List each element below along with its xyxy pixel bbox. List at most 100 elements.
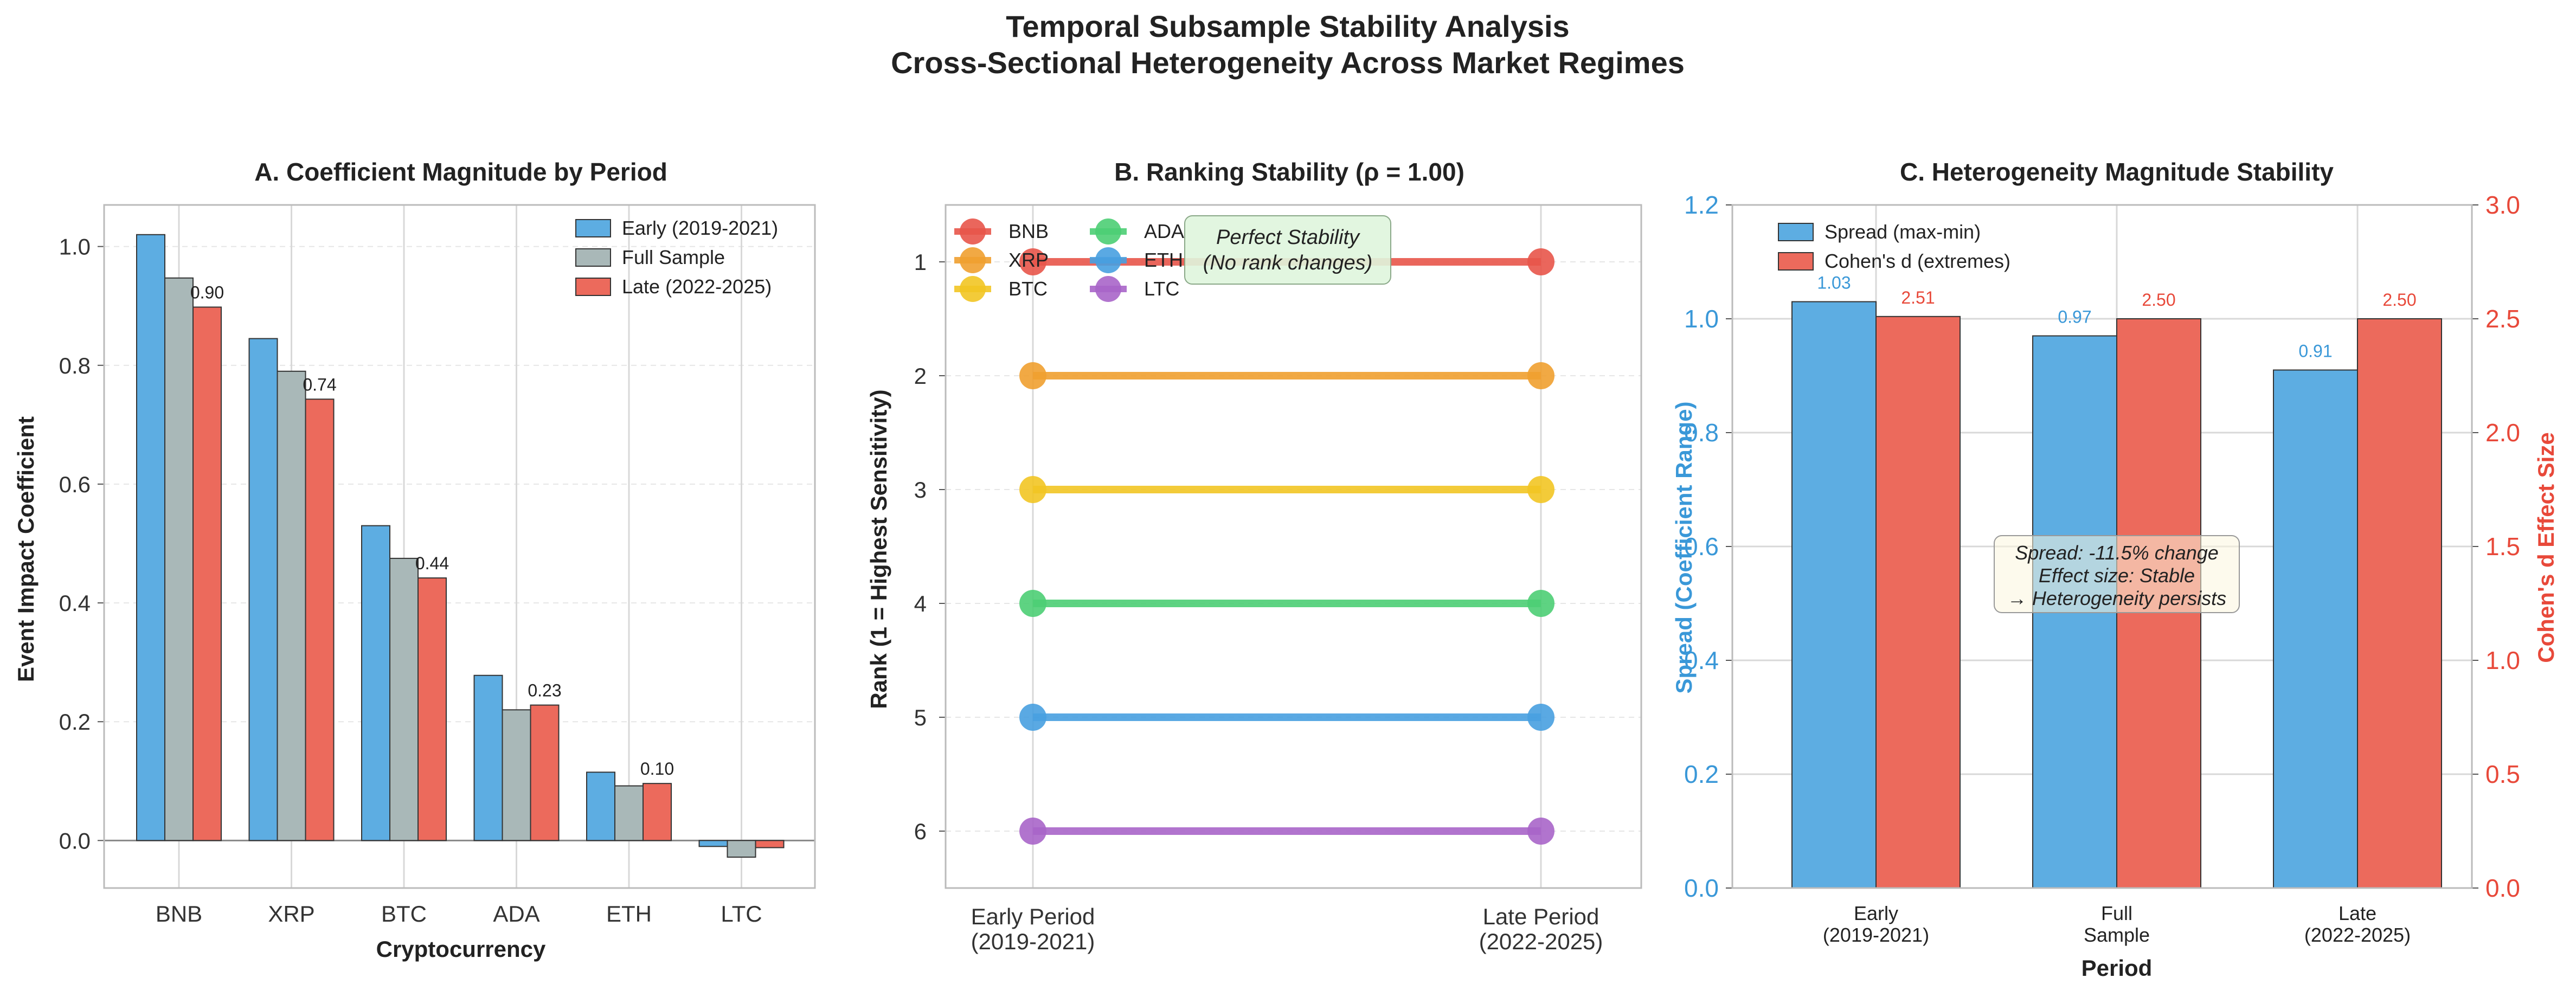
panel-c-heterogeneity-chart: C. Heterogeneity Magnitude Stability Per… [1671, 158, 2559, 981]
annotation-line: Effect size: Stable [2039, 564, 2195, 587]
data-label-cohens-d: 2.50 [2142, 290, 2175, 310]
bar-full-sample-bnb [164, 277, 194, 841]
bar-late-2022-2025--btc [417, 577, 447, 841]
annotation-line: → Heterogeneity persists [2007, 587, 2226, 609]
y-tick-label: 0.2 [59, 709, 91, 735]
y-tick-label-left: 0.6 [1684, 532, 1719, 561]
y-tick-label: 6 [914, 819, 927, 844]
panel-c-title: C. Heterogeneity Magnitude Stability [1900, 158, 2334, 186]
bar-late-2022-2025--eth [643, 783, 672, 841]
legend-label: Late (2022-2025) [622, 275, 772, 298]
bar-late-2022-2025--bnb [192, 306, 222, 841]
legend-swatch [575, 278, 611, 296]
legend-swatch [575, 248, 611, 267]
y-tick-label-right: 1.0 [2485, 646, 2520, 674]
y-tick-label: 1 [914, 249, 927, 275]
legend-marker [960, 276, 986, 302]
rank-marker-ada [1019, 590, 1046, 617]
data-label-spread: 0.91 [2298, 342, 2332, 361]
bar-early-2019-2021--ada [473, 674, 503, 841]
y-tick-label: 0.4 [59, 590, 91, 616]
x-tick-label: ADA [493, 901, 539, 927]
panel-b-ylabel: Rank (1 = Highest Sensitivity) [866, 389, 891, 709]
bar-full-sample-ada [502, 709, 531, 841]
bar-early-2019-2021--btc [361, 525, 390, 841]
legend-marker [1095, 247, 1121, 273]
rank-marker-xrp [1019, 362, 1046, 389]
plot-frame [1731, 204, 2473, 889]
y-tick-label-right: 3.0 [2485, 191, 2520, 219]
figure-title-line2: Cross-Sectional Heterogeneity Across Mar… [891, 46, 1685, 80]
legend-label: BTC [1008, 278, 1048, 300]
legend-label: LTC [1144, 278, 1179, 300]
rank-marker-bnb [1527, 248, 1554, 275]
y-tick-label-left: 0.4 [1684, 646, 1719, 674]
panel-b-title: B. Ranking Stability (ρ = 1.00) [1114, 158, 1464, 186]
data-label-spread: 0.97 [2058, 307, 2091, 327]
y-tick-label: 2 [914, 363, 927, 389]
y-tick-label-left: 1.0 [1684, 305, 1719, 333]
plot-frame [945, 204, 1642, 889]
legend-marker [1095, 218, 1121, 245]
legend-label: Early (2019-2021) [622, 217, 778, 239]
panel-c-ylabel-left: Spread (Coefficient Range) [1671, 401, 1697, 693]
panel-c-ylabel-right: Cohen's d Effect Size [2533, 432, 2559, 662]
x-tick-label: ETH [606, 901, 652, 927]
y-tick-label: 0.8 [59, 353, 91, 378]
annotation-line-2: (No rank changes) [1203, 252, 1373, 274]
data-label: 0.23 [528, 681, 561, 700]
data-label-cohens-d: 2.51 [1901, 288, 1935, 307]
x-tick-label: Late (2022-2025) [2304, 902, 2411, 946]
x-tick-label: Early (2019-2021) [1823, 902, 1929, 946]
y-tick-label: 0.0 [59, 828, 91, 853]
rank-marker-ada [1527, 590, 1554, 617]
data-label: 0.74 [303, 375, 336, 394]
panel-a-title: A. Coefficient Magnitude by Period [254, 158, 667, 186]
rank-marker-eth [1527, 704, 1554, 731]
y-tick-label: 4 [914, 591, 927, 616]
rank-marker-ltc [1019, 818, 1046, 845]
x-tick-label: BNB [156, 901, 202, 927]
bar-late-2022-2025--ltc [755, 840, 785, 848]
y-tick-label: 0.6 [59, 472, 91, 497]
annotation-line: Spread: -11.5% change [2015, 542, 2219, 564]
legend-label: ETH [1144, 249, 1183, 271]
bar-early-2019-2021--bnb [136, 234, 165, 841]
x-tick-label: XRP [268, 901, 314, 927]
x-tick-label: BTC [381, 901, 427, 927]
y-tick-label: 1.0 [59, 234, 91, 260]
legend-label: ADA [1144, 220, 1184, 242]
legend-swatch [1778, 252, 1814, 271]
bar-late-2022-2025--xrp [305, 398, 335, 841]
bar-spread-2 [2273, 369, 2358, 889]
rank-marker-btc [1527, 476, 1554, 503]
legend-label: BNB [1008, 220, 1049, 242]
annotation-box [1184, 215, 1391, 285]
bar-spread-0 [1791, 301, 1877, 889]
bar-full-sample-btc [389, 557, 419, 841]
bar-early-2019-2021--xrp [248, 338, 278, 841]
bar-full-sample-xrp [277, 370, 306, 841]
legend-swatch [1778, 223, 1814, 241]
panel-c-xlabel: Period [2082, 955, 2153, 981]
rank-marker-xrp [1527, 362, 1554, 389]
bar-early-2019-2021--eth [586, 771, 615, 841]
y-tick-label: 5 [914, 705, 927, 730]
rank-marker-btc [1019, 476, 1046, 503]
bar-cohens-d-2 [2357, 318, 2442, 889]
x-tick-label: Late Period (2022-2025) [1479, 904, 1603, 954]
data-label: 0.90 [190, 282, 224, 302]
legend-marker [960, 218, 986, 245]
y-tick-label-left: 1.2 [1684, 191, 1719, 219]
y-tick-label: 3 [914, 477, 927, 503]
x-tick-label: LTC [721, 901, 762, 927]
panel-a-xlabel: Cryptocurrency [376, 936, 546, 962]
rank-marker-ltc [1527, 818, 1554, 845]
y-tick-label-left: 0.2 [1684, 760, 1719, 788]
figure-title-line1: Temporal Subsample Stability Analysis [1006, 9, 1569, 43]
x-tick-label: Full Sample [2084, 902, 2150, 946]
panel-a-coefficient-chart: A. Coefficient Magnitude by Period Crypt… [13, 158, 816, 962]
rank-marker-bnb [1019, 248, 1046, 275]
annotation-line-1: Perfect Stability [1216, 226, 1360, 249]
bar-late-2022-2025--ada [530, 704, 560, 841]
